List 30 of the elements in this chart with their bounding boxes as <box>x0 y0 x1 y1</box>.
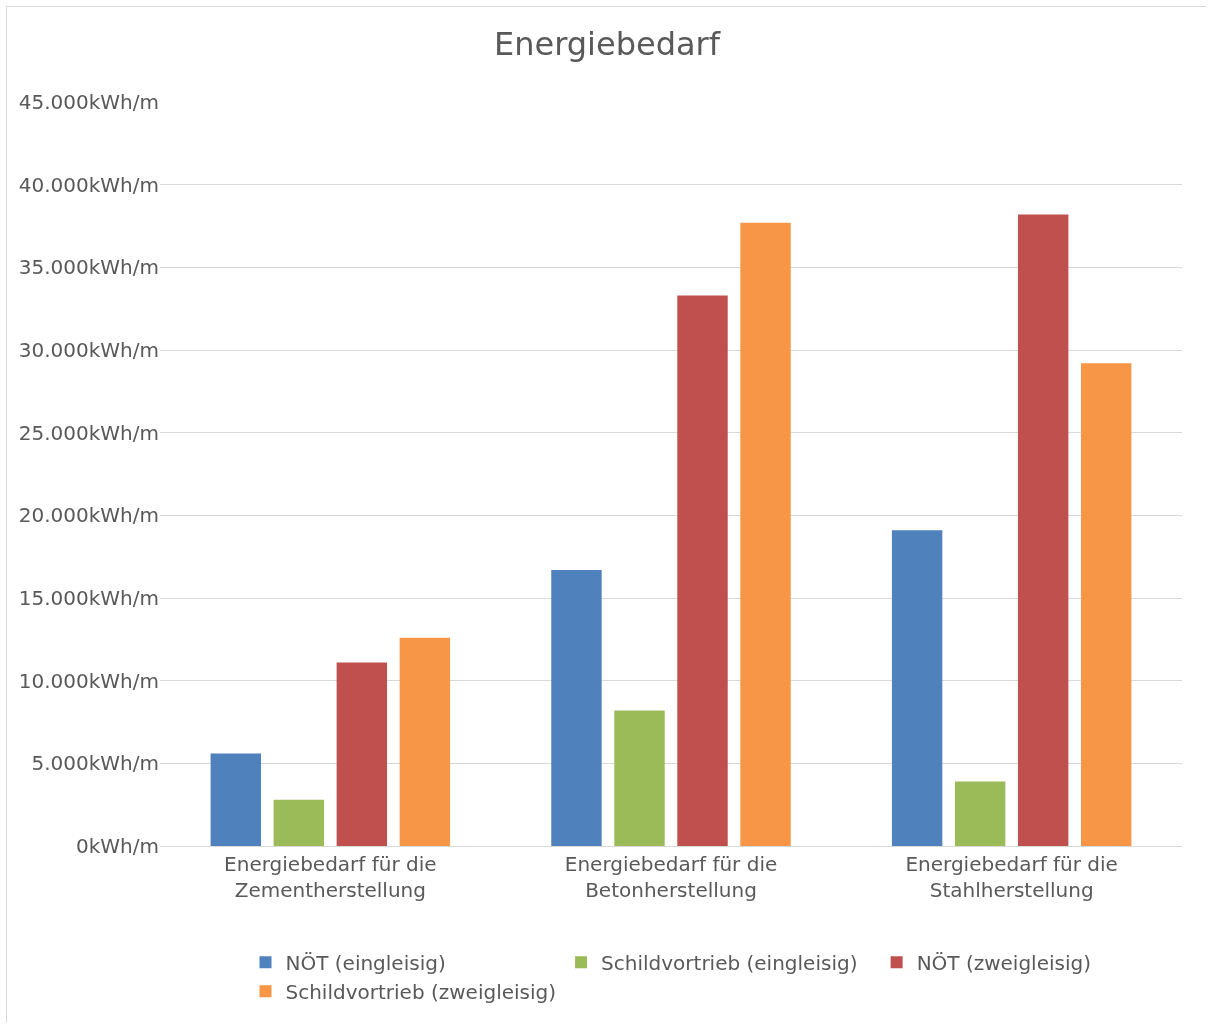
bar <box>273 799 325 846</box>
y-tick-label: 15.000kWh/m <box>18 586 159 610</box>
bar <box>1080 363 1132 846</box>
y-tick-label: 25.000kWh/m <box>18 420 159 445</box>
legend-label: NÖT (zweigleisig) <box>916 951 1092 976</box>
y-tick-label: 20.000kWh/m <box>18 503 159 528</box>
y-tick-label: 5.000kWh/m <box>31 751 159 776</box>
bar <box>336 662 388 846</box>
y-tick-label: 45.000kWh/m <box>18 90 159 114</box>
bar <box>1017 214 1069 846</box>
bar <box>891 530 943 846</box>
chart-title: Energiebedarf <box>493 24 721 63</box>
bar <box>614 710 665 846</box>
y-tick-label: 0kWh/m <box>76 834 159 858</box>
legend-label: Schildvortrieb (zweigleisig) <box>285 980 557 1005</box>
bar <box>954 781 1006 846</box>
y-tick-label: 35.000kWh/m <box>18 255 159 280</box>
x-tick-label: Energiebedarf für die Stahlherstellung <box>905 852 1118 902</box>
y-tick-label: 10.000kWh/m <box>18 668 159 693</box>
y-tick-label: 30.000kWh/m <box>18 338 159 362</box>
bar <box>399 637 451 846</box>
x-tick-label: Energiebedarf für die Zementherstellung <box>224 852 437 902</box>
legend-label: Schildvortrieb (eingleisig) <box>601 951 858 976</box>
bar <box>210 753 262 846</box>
legend-label: NÖT (eingleisig) <box>285 951 446 976</box>
bar <box>677 295 728 846</box>
y-tick-label: 40.000kWh/m <box>18 172 159 197</box>
x-tick-label: Energiebedarf für die Betonherstellung <box>564 852 778 902</box>
bar <box>551 569 602 846</box>
bar <box>740 222 791 846</box>
